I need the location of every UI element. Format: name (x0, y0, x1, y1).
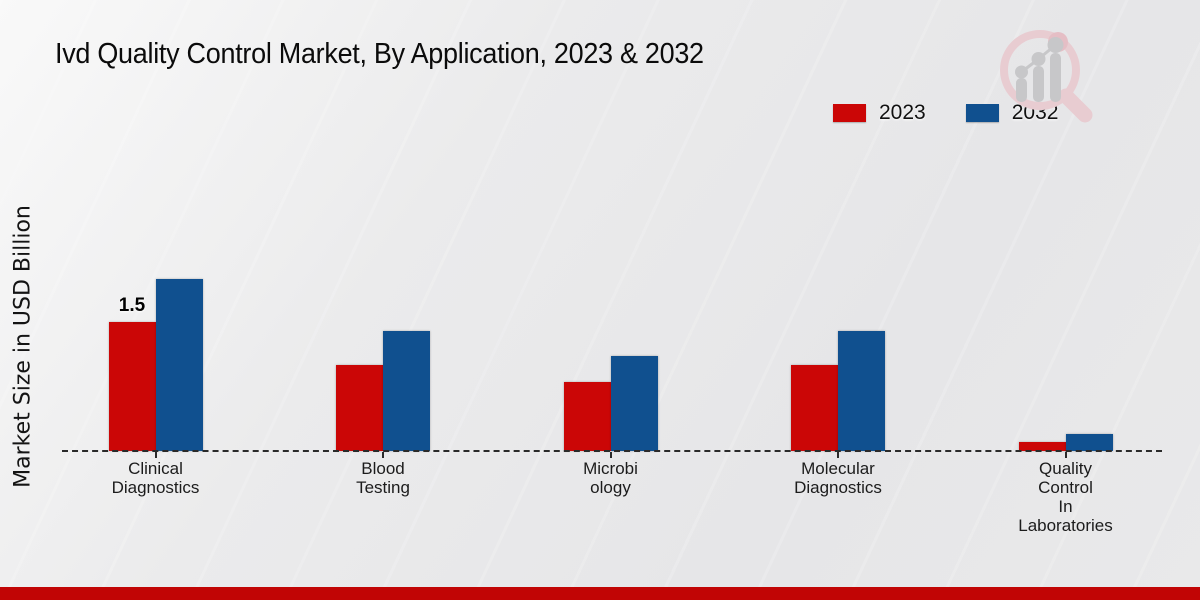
legend-item-2023: 2023 (833, 101, 926, 125)
bar-2023-cat1 (336, 365, 383, 451)
x-axis-tick-cat0 (154, 452, 157, 458)
legend-swatch-2032-icon (965, 104, 999, 122)
x-axis-tick-cat4 (1064, 452, 1067, 458)
x-axis-tick-cat1 (382, 452, 384, 458)
bar-value-label: 1.5 (118, 295, 146, 316)
bar-2032-cat0 (155, 279, 203, 451)
bar-2032-cat4 (1065, 434, 1113, 451)
category-label-cat2: Microbi ology (583, 459, 638, 497)
bar-2023-cat3 (791, 365, 838, 451)
legend-swatch-2023-icon (833, 104, 866, 122)
x-axis-baseline (62, 450, 1162, 452)
bar-2032-cat1 (383, 331, 430, 451)
category-label-cat1: Blood Testing (356, 459, 410, 497)
x-axis-tick-cat3 (837, 452, 839, 458)
footer-accent-bar (0, 587, 1200, 600)
magnifier-bar-chart-logo-icon (1000, 30, 1093, 123)
category-label-cat4: Quality Control In Laboratories (1018, 459, 1113, 535)
legend-label-2023: 2023 (879, 101, 926, 124)
x-axis-tick-cat2 (609, 452, 612, 458)
category-label-cat0: Clinical Diagnostics (111, 459, 200, 497)
bar-2023-cat0 (108, 322, 156, 451)
bar-2032-cat2 (610, 356, 658, 451)
bar-2032-cat3 (838, 331, 885, 451)
bar-2023-cat4 (1018, 442, 1066, 451)
category-label-cat3: Molecular Diagnostics (794, 459, 882, 497)
chart-title: Ivd Quality Control Market, By Applicati… (55, 38, 704, 70)
bar-2023-cat2 (563, 382, 611, 451)
